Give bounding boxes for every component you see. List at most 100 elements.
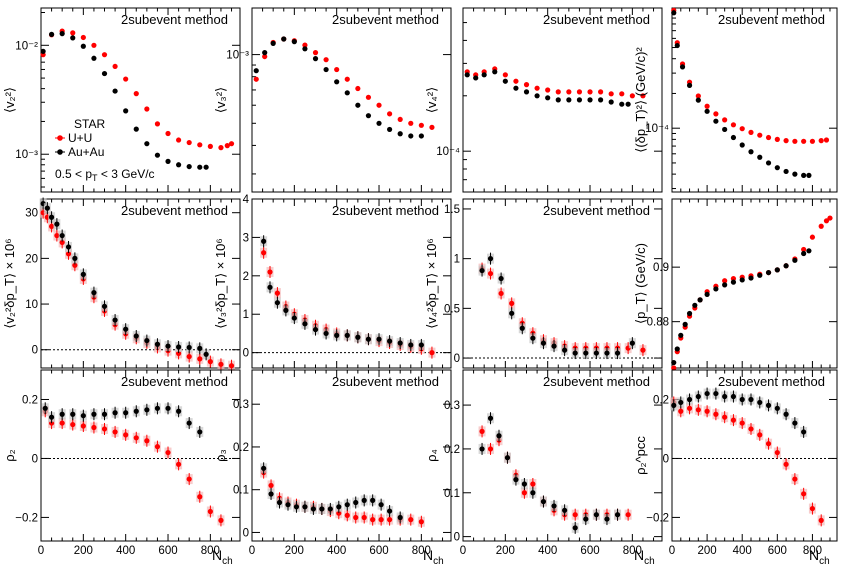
- p00-point-uu: [70, 30, 76, 36]
- panel-p01: 10⁻³ 2subevent method: [226, 7, 452, 193]
- p20-xticklabel: 0: [38, 545, 44, 557]
- p20-point-auau: [144, 407, 150, 413]
- legend-header: STAR: [74, 117, 105, 131]
- p20-xticklabel: 600: [158, 545, 177, 557]
- p02-point-uu: [566, 89, 572, 95]
- p11-yticklabel: 4: [243, 194, 250, 206]
- p12-point-auau: [572, 350, 578, 356]
- p03-point-uu: [722, 117, 728, 123]
- p20-point-uu: [218, 517, 224, 523]
- p00-ylabel: ⟨v₂²⟩: [2, 87, 17, 113]
- p11-point-auau: [387, 338, 393, 344]
- p23-xticklabel: 400: [733, 545, 752, 557]
- p11-frame: [251, 198, 452, 369]
- p12-point-uu: [509, 300, 515, 306]
- p13-point-auau: [806, 248, 812, 254]
- p21-yticklabel: 0: [243, 527, 249, 539]
- p23-point-uu: [722, 414, 728, 420]
- p22-point-auau: [572, 525, 578, 531]
- p02-point-auau: [464, 72, 470, 78]
- p21-point-uu: [344, 512, 350, 518]
- p01-point-uu: [323, 57, 329, 63]
- p13-point-auau: [722, 282, 728, 288]
- p10-point-auau: [59, 232, 65, 239]
- p02-point-uu: [523, 82, 530, 88]
- p23-yticklabel: 0.2: [653, 394, 669, 406]
- p11-point-auau: [355, 334, 361, 340]
- p23-xticklabel: 0: [669, 545, 675, 557]
- p00-point-auau: [154, 152, 161, 158]
- p03-ylabel: ⟨(δp_T)²⟩ (GeV/c)²: [633, 47, 648, 153]
- p22-xticklabel: 0: [460, 545, 466, 557]
- p21-point-auau: [310, 506, 316, 512]
- p02-point-auau: [545, 95, 551, 101]
- p13-point-auau: [757, 272, 763, 278]
- p01-point-uu: [397, 116, 403, 123]
- p11-yticklabel: 2: [243, 271, 249, 283]
- p00-point-auau: [70, 35, 76, 41]
- p13-point-auau: [739, 277, 745, 283]
- p00-point-uu: [207, 143, 213, 149]
- p12-point-auau: [530, 335, 536, 341]
- p21-xticklabel: 600: [369, 545, 388, 557]
- p22-point-uu: [530, 481, 536, 487]
- p02-point-uu: [629, 93, 635, 99]
- p01-point-uu: [355, 85, 361, 92]
- p03-point-auau: [679, 64, 686, 70]
- p10-point-auau: [186, 344, 192, 351]
- panel-p11: 0 1 2 3 4 2subevent method: [243, 194, 452, 369]
- p03-point-auau: [774, 165, 780, 171]
- p22-point-uu: [521, 490, 527, 496]
- p00-point-uu: [133, 91, 139, 97]
- p03-title: 2subevent method: [718, 12, 825, 27]
- p10-point-uu: [197, 356, 203, 362]
- p23-point-uu: [730, 417, 737, 423]
- p20-yticklabel: 0.2: [22, 394, 38, 406]
- panel-p12: 0 0.5 1 1.5 2subevent method: [444, 198, 663, 369]
- p00-point-uu: [154, 121, 161, 127]
- legend-label: Au+Au: [68, 145, 104, 159]
- p10-point-auau: [203, 351, 209, 357]
- p03-point-uu: [809, 138, 816, 144]
- p11-point-auau: [261, 238, 267, 244]
- legend-cut: 0.5 < pT < 3 GeV/c: [55, 167, 155, 183]
- p10-point-auau: [44, 205, 50, 211]
- p02-point-uu: [502, 72, 508, 78]
- p22-point-auau: [521, 481, 527, 487]
- p13-point-auau: [682, 321, 688, 327]
- p22-frame: [462, 369, 663, 542]
- p23-point-auau: [686, 396, 693, 403]
- p12-point-uu: [487, 270, 494, 277]
- p00-point-auau: [186, 163, 192, 170]
- panel-p02: 10⁻⁴ 2subevent method: [436, 7, 663, 193]
- p23-title: 2subevent method: [718, 374, 825, 389]
- p21-point-auau: [370, 497, 376, 503]
- p21-point-auau: [302, 504, 308, 510]
- p23-yticklabel: 0: [663, 453, 669, 465]
- p12-point-auau: [498, 275, 504, 282]
- p21-ylabel: ρ₃: [213, 449, 228, 462]
- p00-point-auau: [203, 164, 209, 170]
- p22-point-auau: [504, 455, 511, 461]
- p21-point-uu: [336, 510, 342, 516]
- panel-p23: 0 200 400 600 800 −0.2 0 0.2 2subevent method: [646, 369, 838, 557]
- p20-xticklabel: 400: [116, 545, 135, 557]
- p10-point-auau: [72, 255, 78, 261]
- p21-point-auau: [344, 502, 350, 508]
- p00-point-auau: [144, 141, 150, 147]
- p02-point-auau: [534, 93, 540, 99]
- p12-point-auau: [479, 267, 485, 274]
- p10-ylabel: ⟨v₂²δp_T⟩ × 10⁶: [2, 238, 17, 328]
- p22-yticklabel: 0: [454, 532, 460, 544]
- p13-yticklabel: 0.9: [653, 262, 669, 274]
- p01-point-auau: [408, 133, 414, 139]
- p21-title: 2subevent method: [332, 374, 439, 389]
- p21-point-uu: [408, 517, 414, 523]
- p22-point-uu: [625, 512, 631, 518]
- p10-point-auau: [133, 333, 139, 339]
- x-axis-label-sub: ch: [644, 556, 655, 567]
- p20-point-auau: [42, 405, 48, 411]
- p20-point-uu: [133, 435, 139, 441]
- p20-point-uu: [80, 423, 86, 429]
- p20-point-uu: [186, 476, 192, 482]
